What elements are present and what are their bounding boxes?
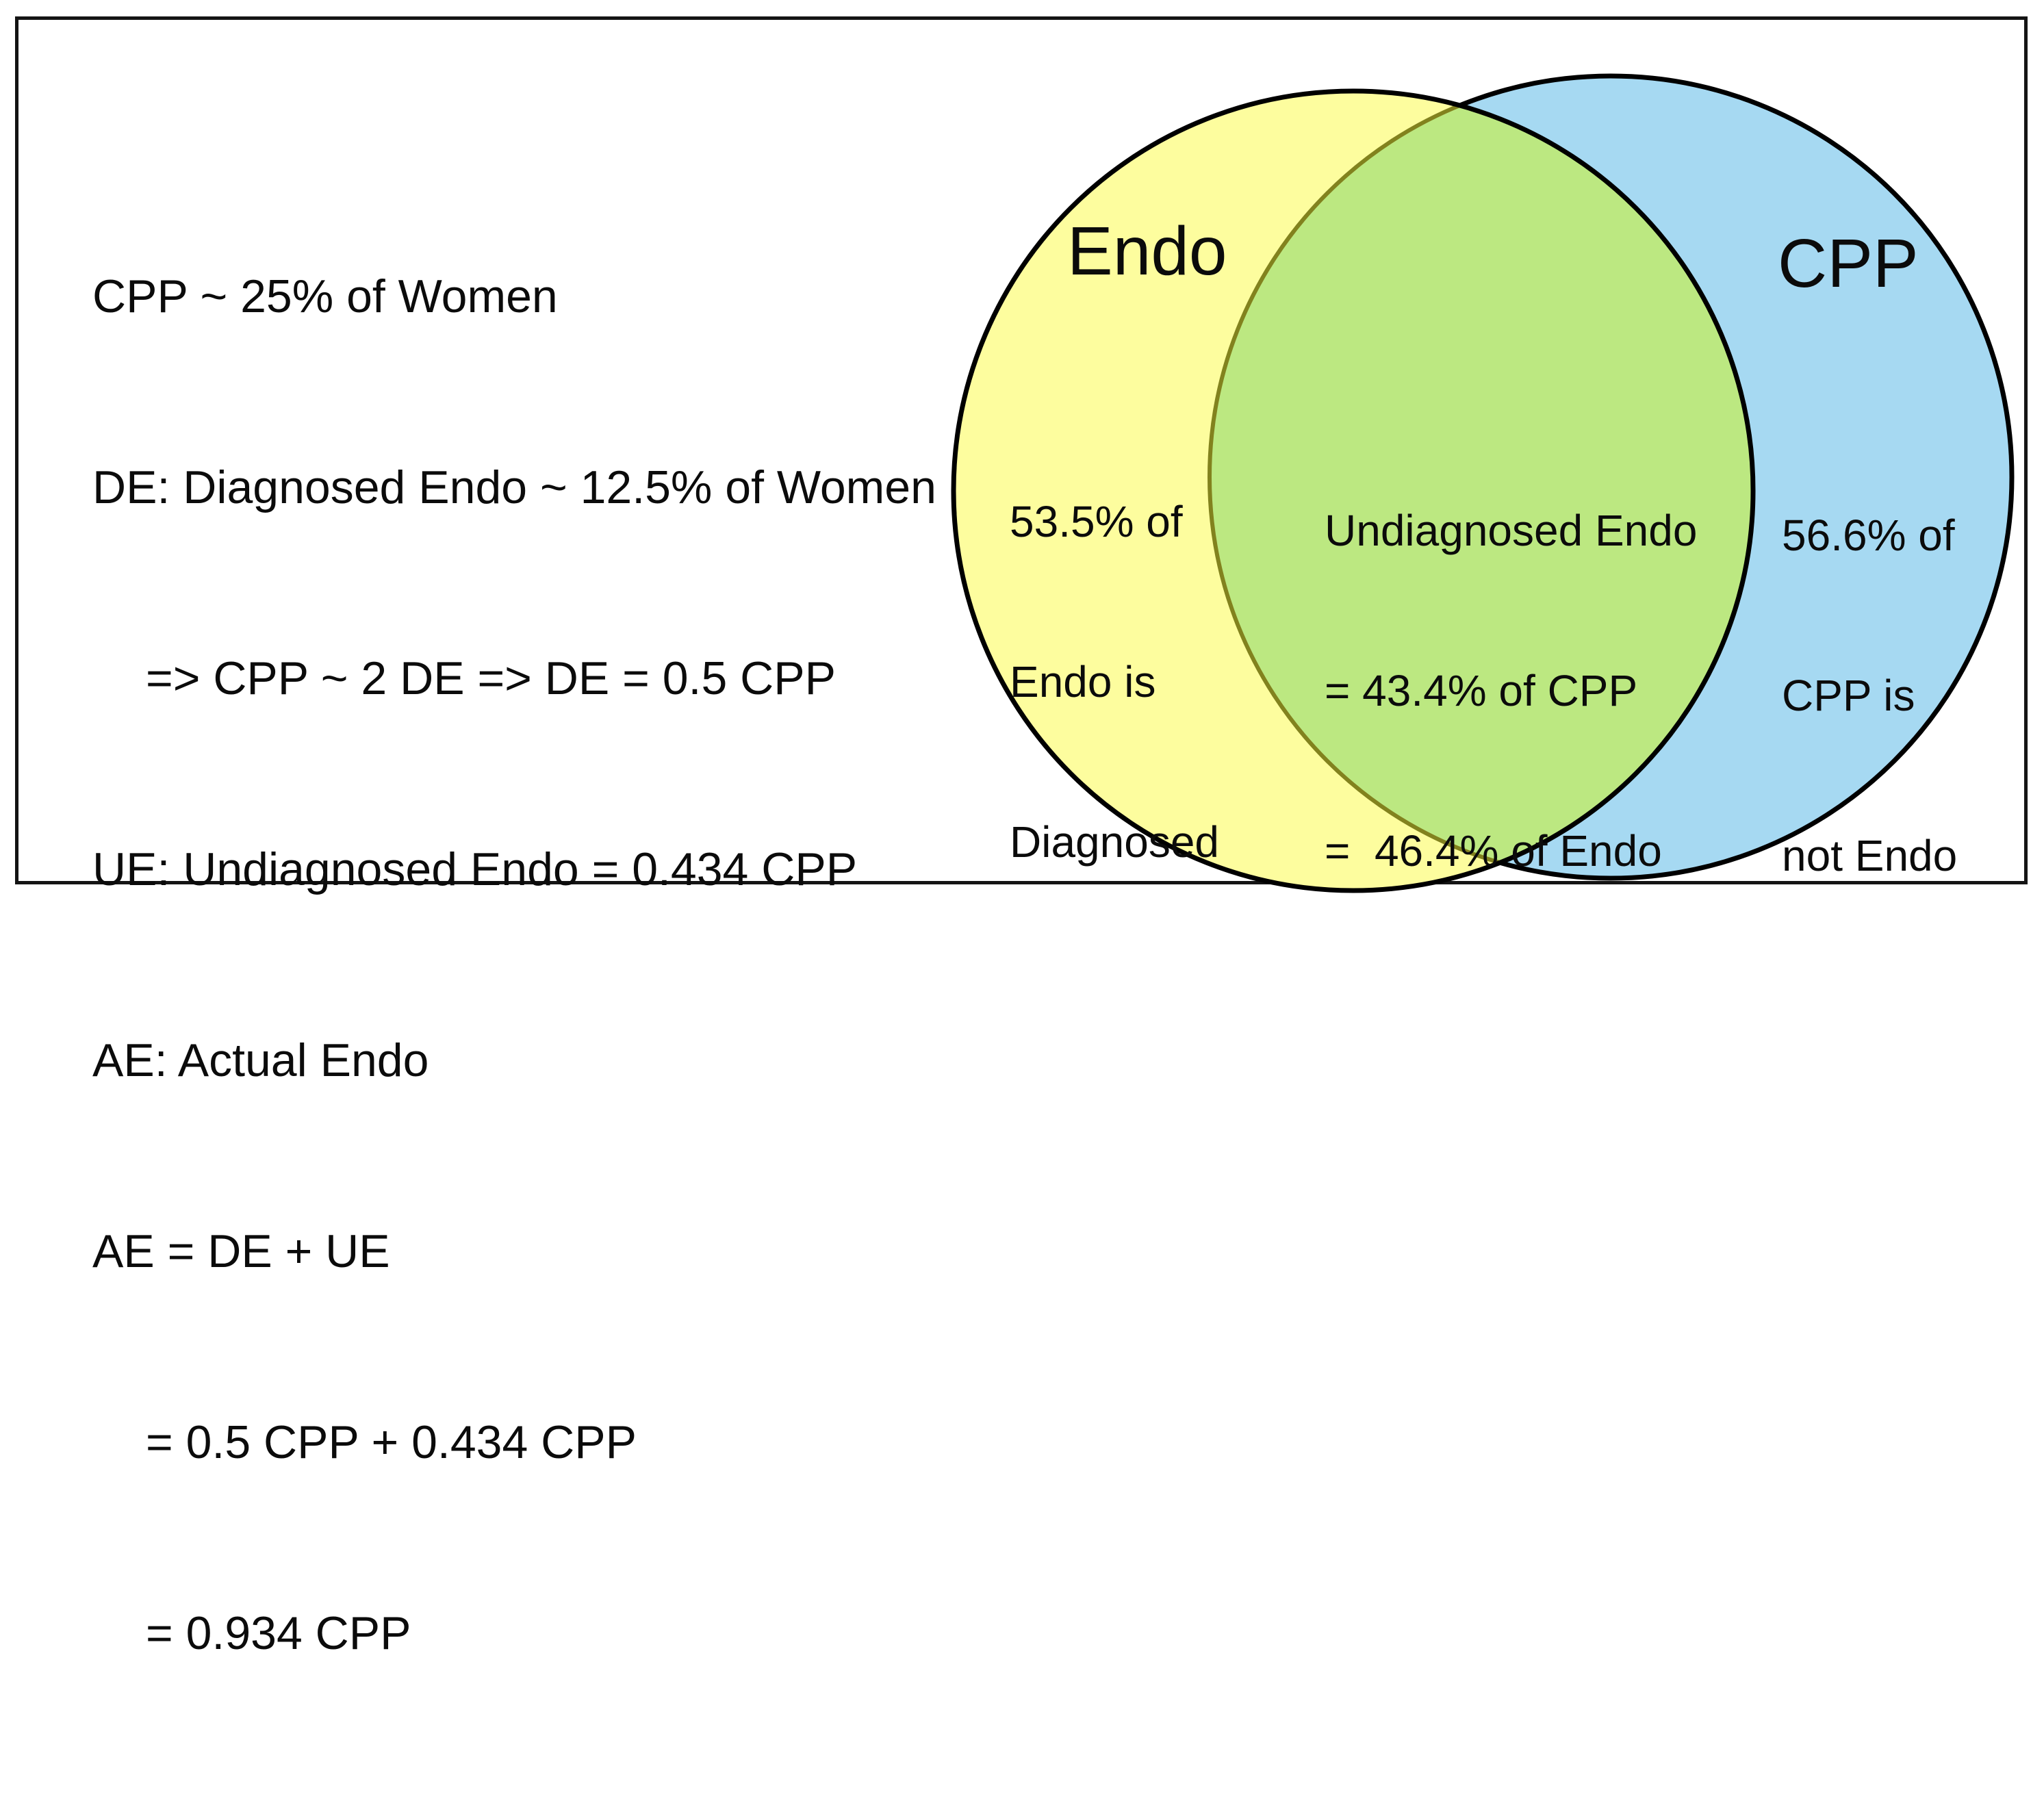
diagram-frame: CPP ~ 25% of Women DE: Diagnosed Endo ~ … xyxy=(15,16,2028,1803)
formula-line: AE: Actual Endo xyxy=(92,1034,429,1086)
formula-line: => CPP ~ 2 DE => DE = 0.5 CPP xyxy=(146,652,836,704)
annotation-line: CPP is xyxy=(1782,671,1915,720)
formula-line: CPP ~ 25% of Women xyxy=(92,270,558,322)
endo-circle-label: Endo xyxy=(1067,213,1227,290)
annotation-line: Endo is xyxy=(1010,657,1156,706)
annotation-line: 56.6% of xyxy=(1782,511,1955,560)
endo-circle-outline xyxy=(951,88,1756,893)
annotation-line: Diagnosed xyxy=(1010,817,1219,867)
formula-line: DE: Diagnosed Endo ~ 12.5% of Women xyxy=(92,461,936,513)
formula-line: = 0.934 CPP xyxy=(146,1607,411,1659)
annotation-line: = 43.4% of CPP xyxy=(1325,666,1638,715)
formula-line: = 0.5 CPP + 0.434 CPP xyxy=(146,1416,637,1468)
annotation-line: not Endo xyxy=(1782,831,1958,880)
formula-panel: CPP ~ 25% of Women DE: Diagnosed Endo ~ … xyxy=(92,138,1003,1803)
formula-line: UE: Undiagnosed Endo = 0.434 CPP xyxy=(92,843,858,895)
overlap-annotation: Undiagnosed Endo = 43.4% of CPP = 46.4% … xyxy=(1325,397,1697,984)
cpp-circle-label: CPP xyxy=(1778,225,1919,302)
cpp-only-annotation: 56.6% of CPP is not Endo xyxy=(1782,402,1957,989)
annotation-line: Undiagnosed Endo xyxy=(1325,506,1698,555)
endo-only-annotation: 53.5% of Endo is Diagnosed xyxy=(1010,388,1219,975)
annotation-line: 53.5% of xyxy=(1010,497,1183,546)
formula-line: DE / AE = 0.5 CPP / 0.934 CPP = 53.5% xyxy=(92,1793,1003,1803)
venn-diagram xyxy=(951,73,2015,893)
formula-line: AE = DE + UE xyxy=(92,1225,390,1277)
annotation-line: = 46.4% of Endo xyxy=(1325,826,1662,875)
